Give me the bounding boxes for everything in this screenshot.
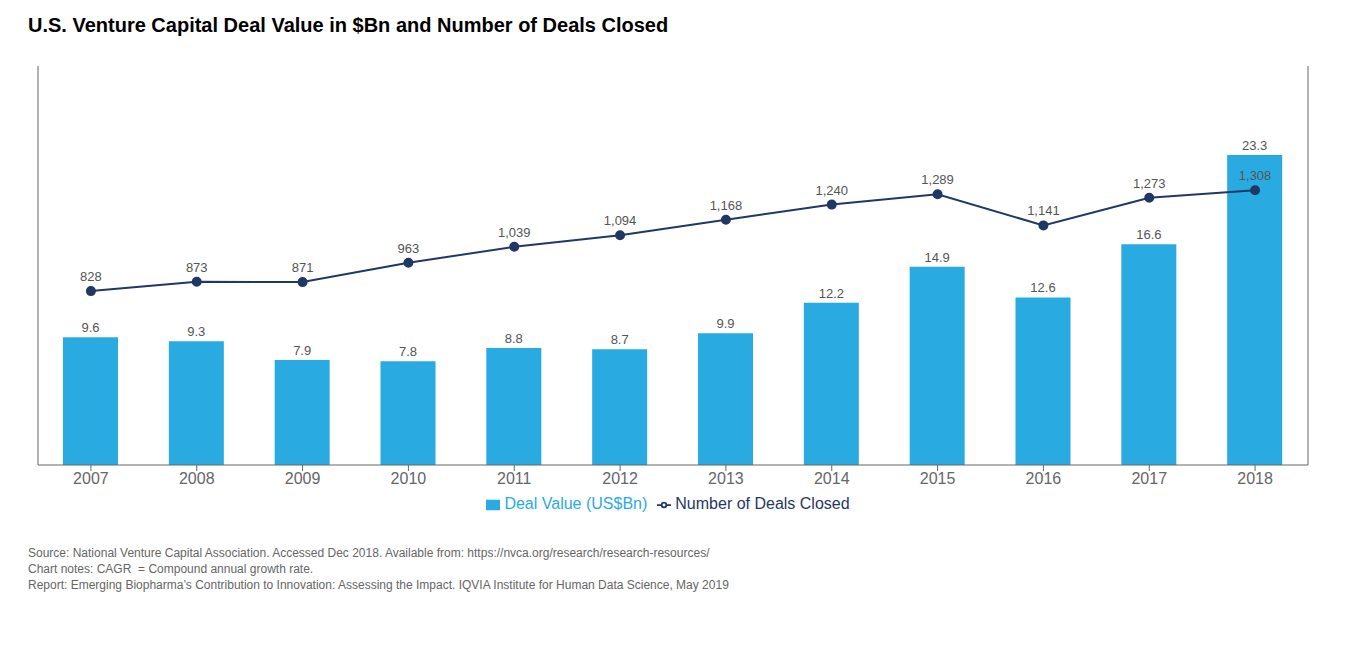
svg-text:1,039: 1,039 [498,225,531,240]
html-text:Report: Emerging Biopharma’s C: Report: Emerging Biopharma’s Contributio… [28,578,729,592]
svg-text:7.8: 7.8 [399,344,417,359]
svg-text:7.9: 7.9 [293,343,311,358]
svg-text:1,273: 1,273 [1133,176,1166,191]
svg-text:873: 873 [186,260,208,275]
svg-text:1,141: 1,141 [1027,203,1060,218]
svg-text:2012: 2012 [602,470,638,487]
svg-text:828: 828 [80,269,102,284]
svg-text:2007: 2007 [73,470,109,487]
svg-text:23.3: 23.3 [1242,138,1267,153]
svg-text:2014: 2014 [814,470,850,487]
svg-text:2018: 2018 [1237,470,1273,487]
svg-text:12.2: 12.2 [819,286,844,301]
svg-text:1,168: 1,168 [710,198,743,213]
html-text:U.S. Venture Capital Deal Valu: U.S. Venture Capital Deal Value in $Bn a… [28,14,669,36]
html-text:Deal Value (US$Bn): Deal Value (US$Bn) [504,495,648,512]
svg-text:1,094: 1,094 [604,213,637,228]
svg-text:9.3: 9.3 [187,324,205,339]
svg-text:16.6: 16.6 [1136,227,1161,242]
svg-text:8.7: 8.7 [611,332,629,347]
html-text:Chart notes: CAGR = Compound a: Chart notes: CAGR = Compound annual grow… [28,562,314,576]
svg-text:1,289: 1,289 [921,172,954,187]
svg-text:2011: 2011 [497,470,532,487]
svg-text:1,308: 1,308 [1239,168,1272,183]
svg-text:2009: 2009 [285,470,321,487]
svg-text:2015: 2015 [920,470,956,487]
svg-text:2010: 2010 [391,470,427,487]
svg-text:2008: 2008 [179,470,215,487]
svg-text:9.9: 9.9 [716,316,734,331]
svg-text:963: 963 [398,241,420,256]
svg-text:8.8: 8.8 [505,331,523,346]
svg-text:14.9: 14.9 [925,250,950,265]
svg-text:2013: 2013 [708,470,744,487]
svg-text:2016: 2016 [1026,470,1062,487]
svg-text:12.6: 12.6 [1030,280,1055,295]
svg-text:2017: 2017 [1131,470,1167,487]
svg-text:871: 871 [292,260,314,275]
html-text:Source: National Venture Capit: Source: National Venture Capital Associa… [28,546,710,560]
svg-text:9.6: 9.6 [81,320,99,335]
html-text:Number of Deals Closed: Number of Deals Closed [675,495,850,512]
svg-text:1,240: 1,240 [815,183,848,198]
